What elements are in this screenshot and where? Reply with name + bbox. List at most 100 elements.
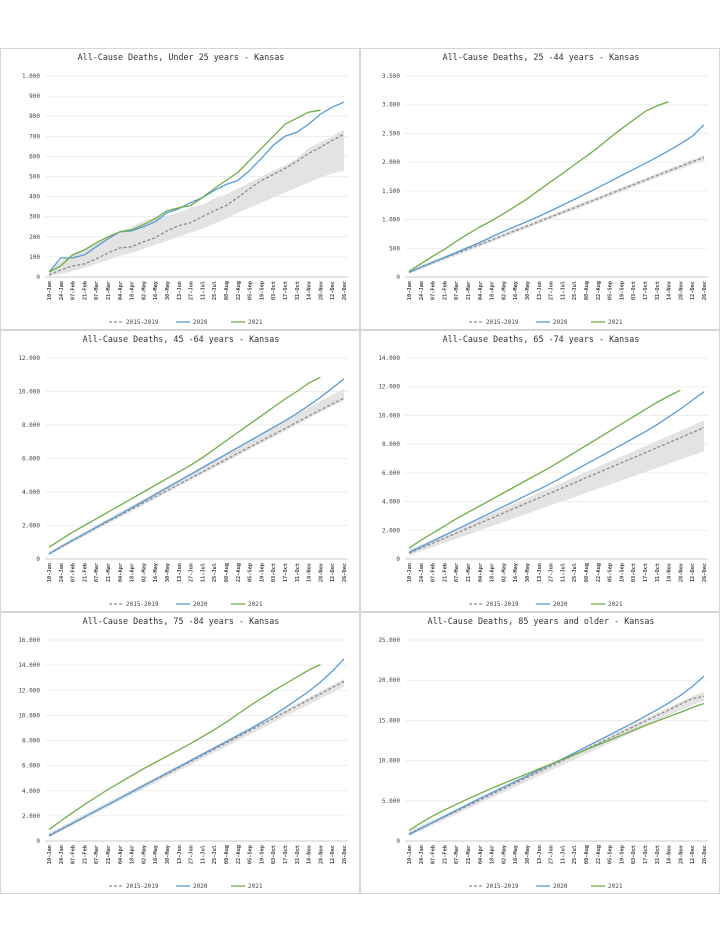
chart-panel-2: All-Cause Deaths, 25 -44 years - Kansas 0… [360, 48, 720, 330]
series-line-2021 [48, 376, 321, 548]
x-tick-label: 02-May [501, 562, 507, 582]
x-tick-label: 16-May [153, 280, 159, 300]
x-tick-label: 08-Aug [584, 845, 590, 864]
legend-label: 2020 [193, 601, 208, 608]
x-tick-label: 08-Aug [224, 281, 230, 300]
x-tick-label: 25-Jul [212, 281, 218, 300]
x-tick-label: 18-Apr [490, 563, 496, 582]
x-tick-label: 17-Oct [643, 845, 649, 864]
y-tick-label: 14.000 [378, 355, 400, 362]
legend-label: 2021 [608, 319, 623, 326]
y-tick-label: 25.000 [378, 637, 400, 644]
x-tick-label: 31-Oct [655, 563, 661, 582]
x-tick-label: 07-Feb [71, 281, 77, 300]
x-tick-label: 22-Aug [236, 563, 242, 582]
x-tick-label: 13-Jun [537, 845, 543, 864]
x-tick-label: 21-Mar [106, 281, 112, 300]
x-tick-label: 03-Oct [271, 845, 277, 864]
x-tick-label: 21-Mar [106, 563, 112, 582]
y-tick-label: 10.000 [18, 712, 40, 719]
x-tick-label: 30-May [525, 562, 531, 582]
y-tick-label: 8.000 [22, 738, 40, 745]
series-line-2021 [48, 109, 321, 273]
x-tick-label: 07-Feb [71, 845, 77, 864]
y-tick-label: 10.000 [378, 412, 400, 419]
chart-title: All-Cause Deaths, 45 -64 years - Kansas [83, 334, 280, 344]
chart-svg: All-Cause Deaths, Under 25 years - Kansa… [22, 52, 348, 326]
x-tick-label: 08-Aug [224, 845, 230, 864]
y-tick-label: 10.000 [18, 389, 40, 396]
x-tick-label: 11-Jul [560, 281, 566, 300]
series-line-2015-2019 [408, 156, 705, 274]
x-tick-label: 26-Dec [342, 281, 348, 300]
legend-label: 2015-2019 [486, 601, 519, 608]
x-tick-label: 16-May [513, 844, 519, 864]
x-tick-label: 02-May [501, 844, 507, 864]
x-tick-label: 12-Dec [330, 281, 336, 300]
x-tick-label: 22-Aug [236, 281, 242, 300]
legend-label: 2015-2019 [486, 319, 519, 326]
x-tick-label: 22-Aug [596, 281, 602, 300]
chart-svg: All-Cause Deaths, 25 -44 years - Kansas 0… [382, 52, 708, 326]
x-tick-label: 28-Nov [318, 563, 324, 582]
y-tick-label: 6.000 [22, 456, 40, 463]
x-tick-label: 21-Feb [82, 845, 88, 864]
x-tick-label: 04-Apr [478, 563, 484, 582]
x-tick-label: 04-Apr [118, 281, 124, 300]
x-tick-label: 13-Jun [537, 281, 543, 300]
x-tick-label: 22-Aug [596, 845, 602, 864]
baseline-range-band [409, 691, 704, 837]
y-tick-label: 4.000 [22, 489, 40, 496]
x-tick-label: 05-Sep [608, 563, 614, 582]
y-tick-label: 12.000 [18, 687, 40, 694]
x-tick-label: 30-May [525, 844, 531, 864]
charts-grid: All-Cause Deaths, Under 25 years - Kansa… [0, 48, 720, 894]
y-tick-label: 10.000 [378, 758, 400, 765]
x-tick-label: 03-Oct [631, 281, 637, 300]
x-tick-label: 18-Apr [130, 563, 136, 582]
x-tick-label: 17-Oct [283, 281, 289, 300]
chart-svg: All-Cause Deaths, 45 -64 years - Kansas 0… [18, 334, 348, 608]
x-tick-label: 12-Dec [330, 563, 336, 582]
x-tick-label: 07-Feb [431, 845, 437, 864]
legend-label: 2020 [553, 883, 568, 890]
legend-label: 2020 [193, 883, 208, 890]
x-tick-label: 28-Nov [318, 281, 324, 300]
y-tick-label: 0 [36, 838, 40, 845]
x-tick-label: 24-Jan [419, 845, 425, 864]
x-tick-label: 27-Jun [549, 845, 555, 864]
x-tick-label: 13-Jun [177, 281, 183, 300]
y-tick-label: 700 [29, 133, 40, 140]
legend-label: 2021 [248, 601, 263, 608]
x-tick-label: 07-Mar [454, 281, 460, 300]
x-tick-label: 17-Oct [643, 281, 649, 300]
x-tick-label: 03-Oct [631, 845, 637, 864]
x-tick-label: 13-Jun [177, 563, 183, 582]
y-tick-label: 0 [396, 274, 400, 281]
y-tick-label: 0 [36, 556, 40, 563]
x-tick-label: 30-May [165, 562, 171, 582]
x-tick-label: 04-Apr [478, 281, 484, 300]
x-tick-label: 14-Nov [307, 281, 313, 300]
x-tick-label: 28-Nov [678, 563, 684, 582]
y-tick-label: 15.000 [378, 717, 400, 724]
x-tick-label: 03-Oct [271, 281, 277, 300]
y-tick-label: 3.000 [382, 102, 400, 109]
x-tick-label: 17-Oct [643, 563, 649, 582]
x-tick-label: 19-Sep [259, 845, 265, 864]
x-tick-label: 13-Jun [177, 845, 183, 864]
x-tick-label: 24-Jan [59, 281, 65, 300]
x-tick-label: 07-Feb [71, 563, 77, 582]
x-tick-label: 31-Oct [295, 281, 301, 300]
x-tick-label: 11-Jul [200, 281, 206, 300]
x-tick-label: 18-Apr [490, 845, 496, 864]
x-tick-label: 10-Jan [47, 563, 53, 582]
x-tick-label: 13-Jun [537, 563, 543, 582]
chart-title: All-Cause Deaths, 85 years and older - K… [428, 616, 655, 626]
y-tick-label: 14.000 [18, 662, 40, 669]
series-line-2015-2019 [48, 133, 345, 276]
baseline-range-band [409, 155, 704, 274]
y-tick-label: 2.000 [382, 159, 400, 166]
x-tick-label: 24-Jan [419, 563, 425, 582]
x-tick-label: 07-Feb [431, 563, 437, 582]
